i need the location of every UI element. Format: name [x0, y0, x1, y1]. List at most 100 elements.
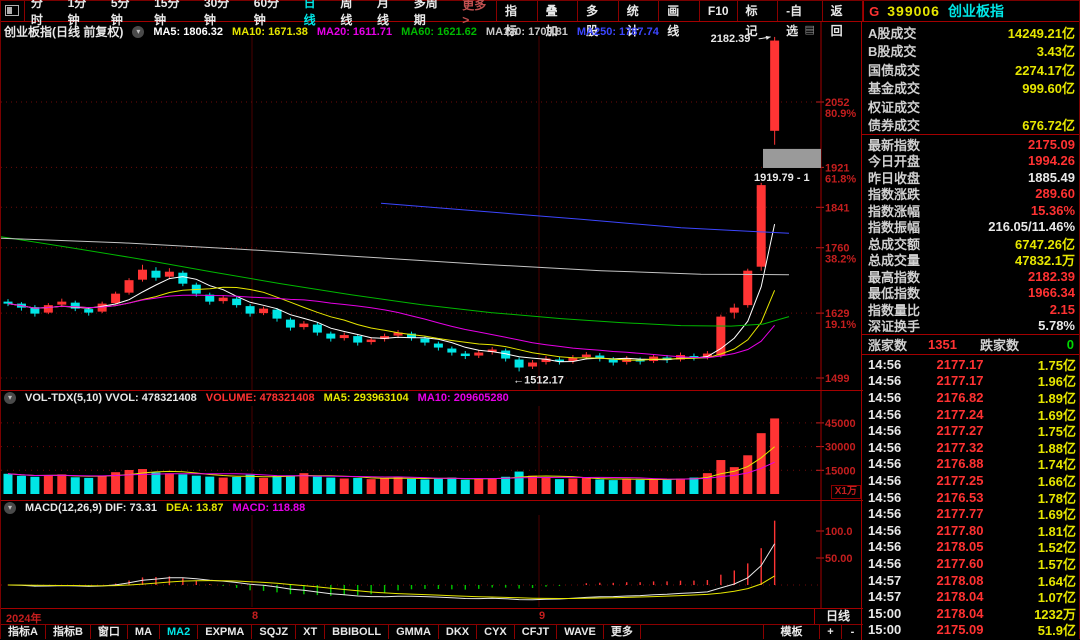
stock-identity: G 399006 创业板指 [863, 1, 1079, 21]
stock-code: 399006 [887, 3, 940, 19]
tick-price: 2178.04 [936, 589, 984, 605]
tool-button-指标[interactable]: 指标 [496, 1, 537, 38]
tool-button-返回[interactable]: 返回 [821, 1, 864, 38]
indicator-tab-CYX[interactable]: CYX [477, 625, 515, 639]
collapse-chevron-icon[interactable]: ▾ [4, 502, 16, 514]
tick-price: 2175.09 [936, 622, 984, 638]
period-tab-30分钟[interactable]: 30分钟 [203, 0, 230, 27]
tick-volume: 1232万 [1034, 606, 1076, 622]
tick-price: 2177.80 [936, 522, 984, 538]
quote-row: A股成交 14249.21亿 [862, 23, 1079, 42]
tick-volume: 1.52亿 [1037, 540, 1076, 556]
period-tab-60分钟[interactable]: 60分钟 [253, 0, 280, 27]
tool-button-叠加[interactable]: 叠加 [536, 1, 578, 38]
top-toolbar: 分时 1分钟 5分钟 15分钟 30分钟 60分钟 日线 周线 月线 多周期 更多 > 指标 叠加 多股… [1, 0, 1079, 38]
window-layout-icon[interactable] [5, 5, 19, 16]
tick-row: 14:57 2178.04 1.07亿 [862, 588, 1079, 605]
tick-volume: 1.07亿 [1037, 590, 1076, 606]
indicator-tab-XT[interactable]: XT [296, 625, 326, 639]
indicator-tab-WAVE[interactable]: WAVE [557, 625, 604, 639]
tick-volume: 1.66亿 [1037, 473, 1076, 489]
page-icon[interactable]: ▤ [804, 24, 815, 36]
tick-time: 14:56 [868, 406, 902, 422]
quote-value: 1994.26 [1028, 153, 1075, 169]
indicator-tab-GMMA[interactable]: GMMA [389, 625, 439, 639]
indicator-tab-MA[interactable]: MA [128, 625, 161, 639]
tick-price: 2177.24 [936, 406, 984, 422]
period-tab-5分钟[interactable]: 5分钟 [110, 0, 130, 27]
range-annotation-box[interactable] [763, 148, 821, 168]
period-tab-更多[interactable]: 更多 > [462, 0, 487, 27]
kline-pane[interactable]: 创业板指(日线 前复权) ▾ MA5: 1806.32 MA10: 1671.38… [1, 22, 863, 390]
advancers-count: 1351 [928, 337, 957, 352]
tick-row: 14:56 2177.27 1.75亿 [862, 422, 1079, 439]
period-tab-多周期[interactable]: 多周期 [413, 0, 438, 27]
tool-button-画线[interactable]: 画线 [658, 1, 699, 38]
period-tab-周线[interactable]: 周线 [340, 0, 353, 27]
tool-button-多股[interactable]: 多股 [577, 1, 618, 38]
quote-value: 5.78% [1038, 318, 1075, 334]
tick-price: 2177.17 [936, 373, 984, 389]
advancers-label: 涨家数 [868, 338, 908, 353]
volume-chart[interactable]: 45000 30000 15000 [1, 391, 863, 501]
price-axis-label: 2052 [825, 97, 849, 109]
kline-corner-icons: ◇ ▤ [789, 23, 815, 36]
template-button[interactable]: 模板 [763, 625, 819, 639]
quote-value: 289.60 [1035, 186, 1075, 202]
tick-time: 15:00 [868, 605, 902, 621]
diamond-mark-icon[interactable]: ◇ [789, 24, 798, 36]
collapse-chevron-icon[interactable]: ▾ [132, 25, 145, 38]
tool-button-F10[interactable]: F10 [698, 1, 737, 21]
period-indicator[interactable]: 日线 [814, 608, 862, 625]
period-tab-日线[interactable]: 日线 [303, 0, 316, 27]
period-tab-15分钟[interactable]: 15分钟 [154, 0, 180, 27]
zoom-out-button[interactable]: - [841, 625, 863, 639]
macd-pane[interactable]: ▾ MACD(12,26,9) DIF: 73.31 DEA: 13.87 MACD… [1, 500, 863, 609]
indicator-tab-指标B[interactable]: 指标B [46, 625, 91, 639]
period-tab-分时[interactable]: 分时 [30, 0, 43, 27]
quote-label: 国债成交 [868, 62, 921, 78]
indicator-tab-MA2[interactable]: MA2 [160, 625, 199, 639]
period-tab-1分钟[interactable]: 1分钟 [67, 0, 87, 27]
ma-line [7, 575, 775, 599]
quote-label: 指数量比 [868, 302, 921, 318]
tool-button-标记[interactable]: 标记 [736, 1, 778, 38]
ma-line [7, 446, 775, 480]
indicator-tab-窗口[interactable]: 窗口 [91, 625, 128, 639]
quote-panel: A股成交 14249.21亿 B股成交 3.43亿 国债成交 2274.17亿 基金成交 99… [861, 22, 1079, 640]
tick-volume: 1.88亿 [1037, 440, 1076, 456]
quote-label: 今日开盘 [868, 154, 921, 170]
zoom-in-button[interactable]: + [819, 625, 841, 639]
macd-chart[interactable]: 100.0 50.00 [1, 501, 863, 609]
quote-label: 基金成交 [868, 81, 921, 97]
volume-unit-label: X1万 [830, 485, 861, 499]
volume-pane[interactable]: ▾ VOL-TDX(5,10) VVOL: 478321408 VOLUME: 4… [1, 390, 863, 501]
indicator-tab-SQJZ[interactable]: SQJZ [252, 625, 297, 639]
chart-column: 创业板指(日线 前复权) ▾ MA5: 1806.32 MA10: 1671.38… [1, 22, 863, 640]
indicator-tab-EXPMA[interactable]: EXPMA [198, 625, 253, 639]
price-axis-label: 1499 [825, 373, 849, 385]
quote-value: 999.60亿 [1022, 81, 1075, 97]
indicator-tab-DKX[interactable]: DKX [439, 625, 478, 639]
period-tab-月线[interactable]: 月线 [377, 0, 390, 27]
ma-value-label: MA5: 1806.32 [153, 25, 224, 38]
macd-histogram [34, 520, 776, 596]
tick-list[interactable]: 14:56 2177.17 1.75亿 14:56 2177.17 1.96亿 14:56 2… [862, 355, 1079, 640]
fib-percent-label: 61.8% [825, 173, 856, 185]
tool-button-统计[interactable]: 统计 [617, 1, 659, 38]
ma-line [1, 236, 790, 327]
quote-row: 总成交额 6747.26亿 [862, 235, 1079, 252]
indicator-tab-指标A[interactable]: 指标A [1, 625, 46, 639]
indicator-tab-更多[interactable]: 更多 [604, 625, 641, 639]
quote-row: 债券成交 676.72亿 [862, 116, 1079, 135]
quote-label: 指数振幅 [868, 220, 921, 236]
price-axis-label: 1629 [825, 308, 849, 320]
price-axis-label: 1921 [825, 162, 849, 174]
indicator-tab-BBIBOLL[interactable]: BBIBOLL [325, 625, 390, 639]
collapse-chevron-icon[interactable]: ▾ [4, 392, 16, 404]
quote-value: 2182.39 [1028, 268, 1075, 284]
tool-button--自选[interactable]: -自选 [777, 1, 821, 38]
indicator-tab-CFJT[interactable]: CFJT [515, 625, 558, 639]
stock-name: 创业板指 [947, 3, 1004, 19]
